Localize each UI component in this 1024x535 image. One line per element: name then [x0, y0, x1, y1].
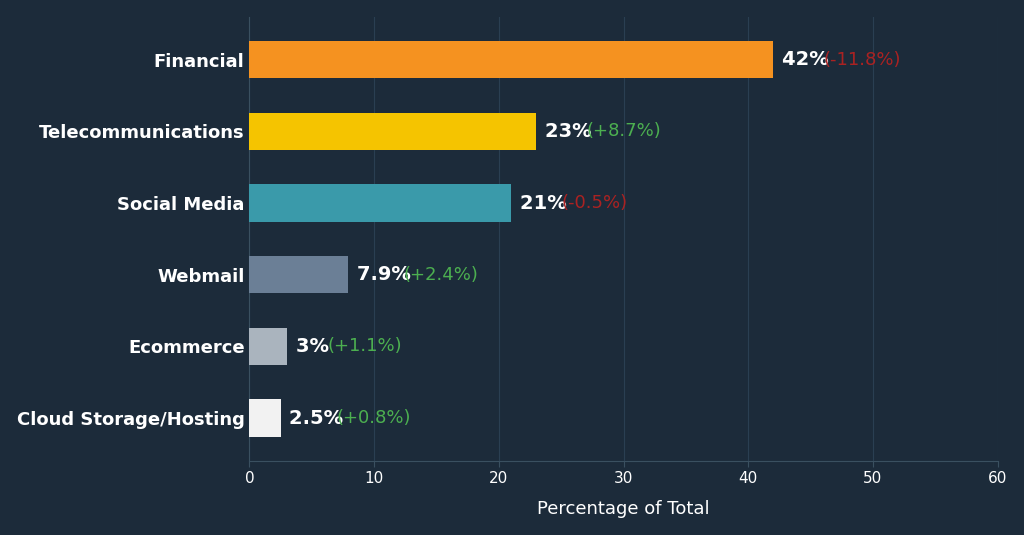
Text: (+8.7%): (+8.7%): [587, 123, 662, 140]
Text: (-0.5%): (-0.5%): [562, 194, 628, 212]
Text: 42%: 42%: [782, 50, 842, 69]
Text: 23%: 23%: [545, 122, 605, 141]
Bar: [250, 400, 281, 437]
Text: (+0.8%): (+0.8%): [336, 409, 411, 427]
Bar: [250, 256, 348, 293]
Text: (+1.1%): (+1.1%): [328, 338, 402, 355]
Bar: [250, 113, 537, 150]
Text: (+2.4%): (+2.4%): [403, 266, 478, 284]
Bar: [250, 41, 773, 78]
Text: 21%: 21%: [520, 194, 581, 212]
Bar: [250, 185, 511, 221]
Text: 3%: 3%: [296, 337, 342, 356]
Text: 7.9%: 7.9%: [356, 265, 424, 284]
X-axis label: Percentage of Total: Percentage of Total: [538, 500, 710, 518]
Text: 2.5%: 2.5%: [290, 409, 357, 427]
Text: (-11.8%): (-11.8%): [823, 51, 901, 68]
Bar: [250, 328, 287, 365]
